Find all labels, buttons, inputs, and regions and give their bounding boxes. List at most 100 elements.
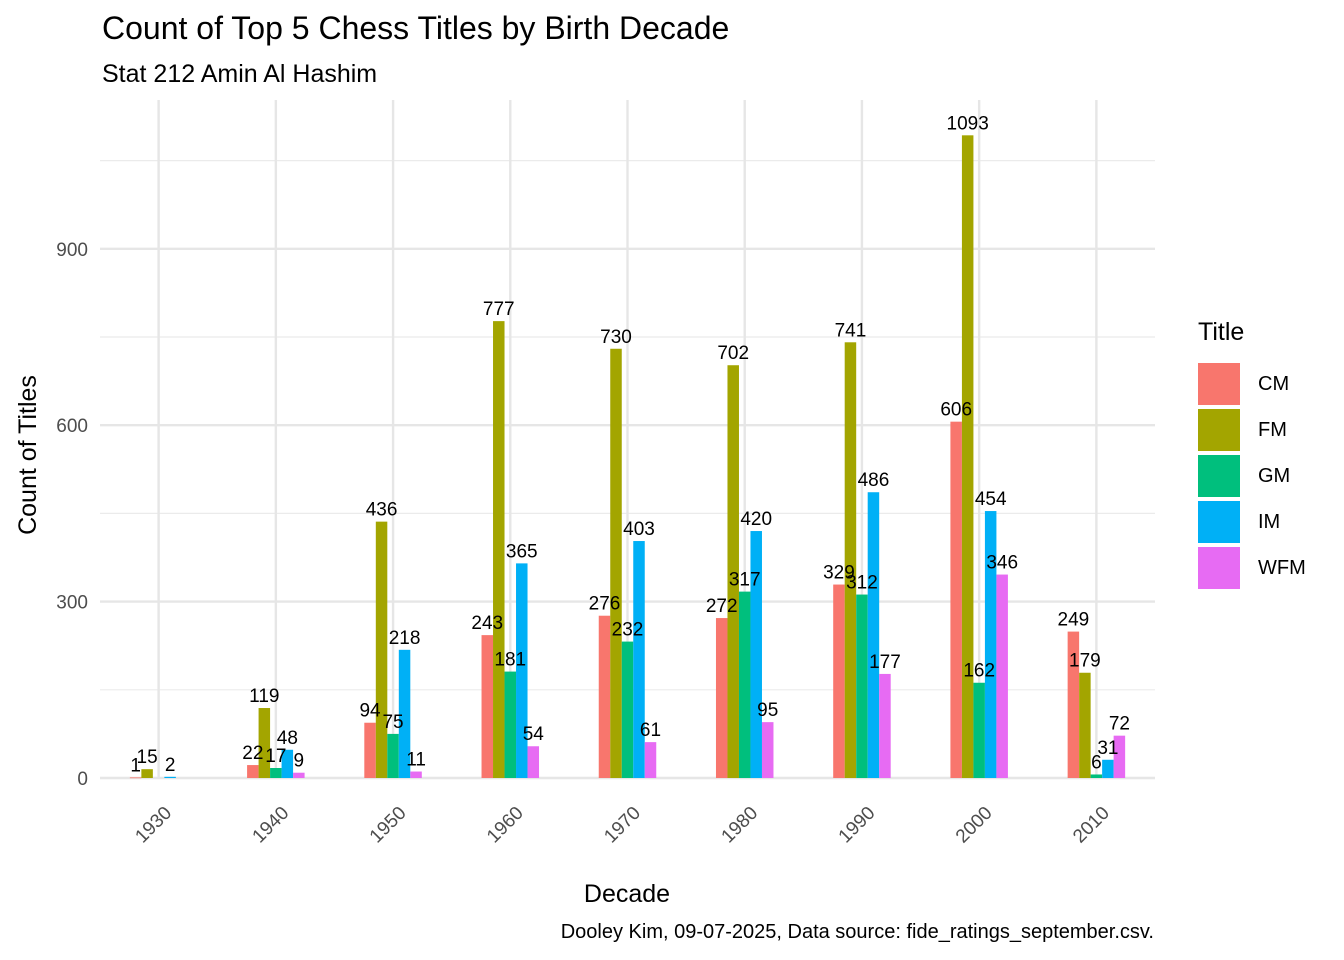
data-label-gm-1970: 232 [612,620,644,641]
legend-item-gm: GM [1198,453,1306,499]
bar-cm-1960 [481,635,494,778]
data-label-im-1950: 218 [389,628,421,649]
bar-im-1960 [516,563,528,778]
bar-cm-1980 [715,618,728,778]
data-label-im-1980: 420 [740,509,772,530]
data-label-fm-1930: 15 [137,747,158,768]
data-labels: 115 2221191748994436752181124377718136554… [130,113,1130,776]
bar-wfm-1960 [527,746,540,778]
bar-wfm-1940 [293,772,305,778]
data-label-cm-1950: 94 [359,701,381,722]
bar-fm-1940 [258,708,271,778]
bar-im-1940 [281,749,294,778]
data-label-gm-2000: 162 [963,661,995,682]
legend-item-im: IM [1198,499,1306,545]
data-label-fm-1990: 741 [835,320,867,341]
data-label-gm-1940: 17 [265,746,286,767]
bar-gm-1950 [387,733,399,778]
bar-wfm-1990 [879,673,891,778]
data-label-wfm-1950: 11 [406,750,426,771]
bar-gm-1960 [504,671,517,778]
data-label-wfm-1960: 54 [523,724,545,745]
legend-key-fm [1198,409,1240,451]
bar-gm-1970 [621,641,634,778]
legend-label-cm: CM [1258,372,1290,395]
data-label-im-1930: 2 [165,755,176,776]
bar-fm-1960 [493,321,505,778]
bar-wfm-1950 [410,771,422,778]
x-tick-label: 1950 [366,803,411,848]
data-label-fm-2010: 179 [1069,651,1101,672]
bar-im-2010 [1102,759,1114,778]
y-tick-label: 0 [77,769,88,790]
bar-fm-1950 [375,521,388,778]
data-label-wfm-2000: 346 [986,553,1018,574]
data-label-gm-1960: 181 [494,650,526,671]
x-tick-label: 1960 [483,803,528,848]
data-label-cm-1930: 1 [130,755,141,776]
x-tick-label: 1940 [249,803,294,848]
x-tick-label: 2010 [1069,803,1114,848]
data-label-cm-1960: 243 [471,613,503,634]
x-tick-label: 1970 [600,803,645,848]
data-label-gm-2010: 6 [1091,752,1102,773]
legend: Title CM FM GM IM WFM [1198,318,1306,591]
data-label-cm-1980: 272 [706,596,738,617]
x-tick-label: 1980 [718,803,763,848]
legend-item-wfm: WFM [1198,545,1306,591]
legend-key-cm [1198,363,1240,405]
bar-fm-2000 [961,135,974,779]
bar-gm-2010 [1090,774,1103,778]
bar-fm-1990 [844,342,857,778]
legend-label-im: IM [1258,510,1281,533]
legend-label-gm: GM [1258,464,1291,487]
data-label-im-2000: 454 [975,489,1007,510]
y-axis-title: Count of Titles [14,375,42,535]
data-label-cm-2010: 249 [1058,610,1090,631]
chart-subtitle: Stat 212 Amin Al Hashim [102,60,378,88]
data-label-cm-2000: 606 [940,400,972,421]
data-label-gm-1980: 317 [729,570,761,591]
bar-cm-1930 [129,777,142,779]
bar-cm-2010 [1067,631,1080,778]
data-label-im-1990: 486 [858,470,890,491]
bar-fm-1930 [141,769,153,778]
x-tick-label: 2000 [952,803,997,848]
bar-wfm-2010 [1113,735,1126,778]
data-label-wfm-1970: 61 [640,720,661,741]
data-label-im-1940: 48 [277,728,298,749]
bar-cm-1940 [247,765,259,778]
data-label-fm-1940: 119 [249,686,279,707]
data-label-fm-1980: 702 [717,343,749,364]
data-label-wfm-1990: 177 [869,652,901,673]
bar-cm-1990 [833,584,845,778]
bar-cm-1970 [598,615,611,778]
bar-fm-1970 [610,348,622,778]
data-label-wfm-1980: 95 [757,700,778,721]
bar-im-1930 [164,776,176,778]
data-label-cm-1940: 22 [242,743,263,764]
bar-fm-2010 [1079,672,1091,778]
y-tick-label: 900 [56,240,88,261]
data-label-im-1970: 403 [623,519,655,540]
bar-wfm-1980 [761,722,774,778]
legend-key-im [1198,501,1240,543]
bars [129,135,1126,779]
y-tick-label: 300 [56,593,88,614]
legend-title: Title [1198,318,1245,346]
data-label-cm-1970: 276 [589,594,621,615]
chart-title: Count of Top 5 Chess Titles by Birth Dec… [102,10,730,46]
data-label-gm-1990: 312 [846,573,878,594]
legend-key-gm [1198,455,1240,497]
bar-wfm-2000 [996,574,1008,778]
x-tick-label: 1930 [131,803,176,848]
data-label-im-2010: 31 [1097,738,1118,759]
bar-im-1950 [398,649,411,778]
bar-im-1980 [750,531,762,778]
data-label-wfm-1940: 9 [294,751,305,772]
legend-key-wfm [1198,547,1240,589]
data-label-gm-1950: 75 [382,712,403,733]
data-label-wfm-2010: 72 [1109,714,1130,735]
data-label-fm-1960: 777 [483,299,515,320]
bar-gm-1980 [738,591,751,778]
